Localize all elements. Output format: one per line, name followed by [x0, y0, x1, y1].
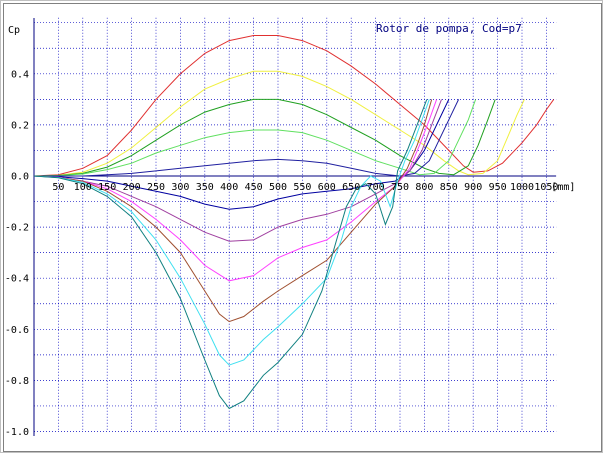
x-tick-label: 650: [342, 182, 360, 193]
series-line-5: [34, 99, 460, 177]
x-tick-label: 950: [489, 182, 507, 193]
y-tick-label: -0.6: [5, 325, 29, 336]
y-tick-label: -0.8: [5, 376, 29, 387]
x-tick-label: 550: [293, 182, 311, 193]
grid: [34, 17, 557, 432]
x-tick-label: 600: [318, 182, 336, 193]
y-axis-label: Cp: [8, 25, 20, 36]
y-tick-label: -1.0: [5, 427, 29, 438]
x-tick-label: 700: [367, 182, 385, 193]
x-tick-label: 200: [123, 182, 141, 193]
x-tick-label: 150: [98, 182, 116, 193]
x-tick-label: 100: [74, 182, 92, 193]
x-tick-label: 850: [440, 182, 458, 193]
y-tick-label: 0.0: [11, 172, 29, 183]
series-line-8: [33, 99, 438, 282]
x-axis-label: [mm]: [551, 182, 575, 193]
x-tick-label: 750: [391, 182, 409, 193]
x-tick-label: 50: [52, 182, 64, 193]
y-tick-label: 0.2: [11, 120, 29, 131]
x-tick-label: 300: [171, 182, 189, 193]
x-tick-label: 900: [464, 182, 482, 193]
series-line-2: [33, 70, 525, 177]
series-line-11: [33, 99, 428, 410]
y-tick-label: -0.4: [5, 274, 29, 285]
y-tick-label: 0.4: [11, 69, 29, 80]
series-line-1: [33, 35, 555, 177]
y-tick-label: -0.2: [5, 223, 29, 234]
labels-group: 50 100 150 200 250 300 350 400 450 500 550 600 650 70…: [5, 69, 575, 438]
series-line-9: [33, 99, 433, 323]
x-tick-label: 1000: [510, 182, 534, 193]
x-tick-label: 400: [220, 182, 238, 193]
x-tick-label: 1050: [534, 182, 558, 193]
x-tick-label: 500: [269, 182, 287, 193]
series-line-7: [33, 99, 442, 242]
x-tick-label: 350: [196, 182, 214, 193]
series-group: [33, 35, 555, 410]
series-line-3: [33, 98, 496, 177]
axes: [33, 18, 556, 436]
x-tick-label: 800: [415, 182, 433, 193]
series-line-4: [33, 99, 477, 177]
x-tick-label: 250: [147, 182, 165, 193]
chart-title: Rotor de pompa, Cod=p7: [376, 22, 522, 35]
series-line-10: [33, 99, 430, 366]
x-tick-label: 450: [245, 182, 263, 193]
chart-frame-inner: [3, 3, 602, 452]
